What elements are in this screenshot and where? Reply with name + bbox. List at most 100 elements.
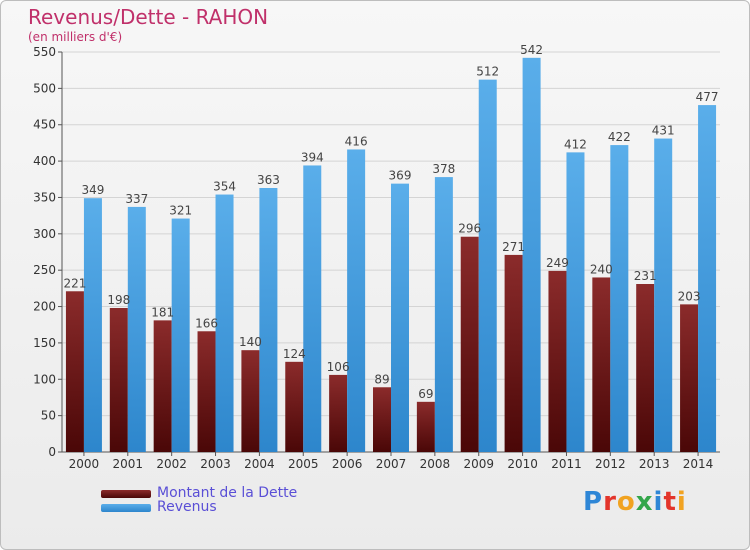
y-tick-label: 0 bbox=[48, 445, 56, 459]
data-label-dette: 166 bbox=[195, 316, 218, 330]
bar-revenus bbox=[391, 183, 409, 453]
chart-subtitle: (en milliers d'€) bbox=[28, 30, 123, 44]
x-tick-label: 2013 bbox=[639, 457, 670, 471]
bar-dette bbox=[416, 401, 435, 452]
bar-dette bbox=[285, 361, 304, 452]
data-label-dette: 89 bbox=[374, 372, 389, 386]
legend-swatch-debt bbox=[101, 490, 151, 498]
data-label-revenus: 369 bbox=[389, 169, 412, 183]
data-label-dette: 240 bbox=[590, 262, 613, 276]
bar-dette bbox=[329, 374, 348, 452]
bar-revenus bbox=[303, 165, 322, 453]
y-tick-label: 500 bbox=[33, 81, 56, 95]
data-label-revenus: 363 bbox=[257, 173, 280, 187]
data-label-dette: 296 bbox=[458, 222, 481, 236]
bar-revenus bbox=[698, 105, 717, 452]
x-tick-label: 2000 bbox=[69, 457, 100, 471]
bar-revenus bbox=[83, 198, 102, 452]
data-label-dette: 231 bbox=[634, 269, 657, 283]
data-label-revenus: 354 bbox=[213, 180, 236, 194]
x-tick-label: 2014 bbox=[683, 457, 714, 471]
bar-revenus bbox=[127, 206, 146, 452]
bar-dette bbox=[636, 284, 655, 452]
data-label-dette: 106 bbox=[327, 360, 350, 374]
x-tick-label: 2002 bbox=[156, 457, 187, 471]
data-labels: 221 349 198 337 181 321 166 354 140 363 124 394 106 4… bbox=[63, 43, 718, 401]
y-tick-label: 400 bbox=[33, 154, 56, 168]
bar-revenus bbox=[610, 145, 629, 452]
bar-dette bbox=[548, 270, 567, 452]
x-tick-label: 2010 bbox=[507, 457, 538, 471]
bar-revenus bbox=[478, 79, 497, 453]
bar-dette bbox=[680, 304, 699, 452]
x-tick-label: 2004 bbox=[244, 457, 275, 471]
y-tick-label: 100 bbox=[33, 372, 56, 386]
data-label-revenus: 512 bbox=[476, 65, 499, 79]
bar-dette bbox=[109, 308, 128, 452]
data-label-dette: 221 bbox=[63, 276, 86, 290]
bar-dette bbox=[373, 387, 391, 452]
x-axis-ticks: 2000 2001 2002 2003 2004 2005 2006 2007 2008 2009… bbox=[69, 452, 714, 471]
data-label-revenus: 394 bbox=[301, 150, 324, 164]
x-tick-label: 2012 bbox=[595, 457, 626, 471]
bar-revenus bbox=[347, 149, 366, 453]
y-axis-ticks: 0 50 100 150 200 250 300 350 400 450 500 550 bbox=[33, 45, 720, 459]
bar-revenus bbox=[215, 194, 234, 452]
x-tick-label: 2005 bbox=[288, 457, 319, 471]
data-label-revenus: 321 bbox=[169, 204, 192, 218]
y-tick-label: 550 bbox=[33, 45, 56, 59]
data-label-dette: 249 bbox=[546, 256, 569, 270]
y-tick-label: 250 bbox=[33, 263, 56, 277]
bars bbox=[65, 57, 717, 453]
data-label-dette: 198 bbox=[107, 293, 130, 307]
data-label-revenus: 337 bbox=[125, 192, 148, 206]
bar-dette bbox=[197, 331, 216, 452]
bar-dette bbox=[241, 350, 260, 452]
legend-label-revenus: Revenus bbox=[157, 499, 217, 515]
x-tick-label: 2011 bbox=[551, 457, 582, 471]
data-label-revenus: 378 bbox=[432, 162, 455, 176]
legend-label-debt: Montant de la Dette bbox=[157, 485, 298, 501]
data-label-dette: 140 bbox=[239, 335, 262, 349]
x-tick-label: 2006 bbox=[332, 457, 363, 471]
data-label-revenus: 422 bbox=[608, 130, 631, 144]
bar-dette bbox=[460, 236, 479, 452]
x-tick-label: 2003 bbox=[200, 457, 231, 471]
data-label-dette: 181 bbox=[151, 305, 174, 319]
bar-dette bbox=[65, 291, 84, 452]
bar-revenus bbox=[566, 152, 585, 452]
legend-swatch-revenus bbox=[101, 504, 151, 512]
bar-dette bbox=[153, 320, 172, 452]
y-tick-label: 200 bbox=[33, 300, 56, 314]
bar-revenus bbox=[654, 138, 673, 452]
data-label-dette: 69 bbox=[418, 387, 433, 401]
data-label-revenus: 477 bbox=[696, 90, 719, 104]
x-tick-label: 2001 bbox=[113, 457, 144, 471]
bar-revenus bbox=[259, 188, 278, 452]
bar-revenus bbox=[434, 177, 453, 452]
data-label-dette: 124 bbox=[283, 347, 306, 361]
x-tick-label: 2009 bbox=[463, 457, 494, 471]
data-label-revenus: 349 bbox=[81, 183, 104, 197]
bar-revenus bbox=[522, 57, 541, 453]
data-label-revenus: 542 bbox=[520, 43, 543, 57]
y-tick-label: 450 bbox=[33, 118, 56, 132]
y-tick-label: 150 bbox=[33, 336, 56, 350]
x-tick-label: 2008 bbox=[420, 457, 451, 471]
data-label-dette: 203 bbox=[678, 289, 701, 303]
bar-dette bbox=[504, 254, 523, 452]
data-label-revenus: 412 bbox=[564, 137, 587, 151]
y-tick-label: 50 bbox=[41, 409, 56, 423]
bar-revenus bbox=[171, 218, 190, 452]
chart-title: Revenus/Dette - RAHON bbox=[28, 5, 269, 29]
x-tick-label: 2007 bbox=[376, 457, 407, 471]
bar-dette bbox=[592, 277, 611, 452]
proxiti-logo: Proxiti bbox=[583, 487, 687, 517]
y-tick-label: 300 bbox=[33, 227, 56, 241]
data-label-dette: 271 bbox=[502, 240, 525, 254]
data-label-revenus: 431 bbox=[652, 124, 675, 138]
y-tick-label: 350 bbox=[33, 190, 56, 204]
data-label-revenus: 416 bbox=[345, 134, 368, 148]
